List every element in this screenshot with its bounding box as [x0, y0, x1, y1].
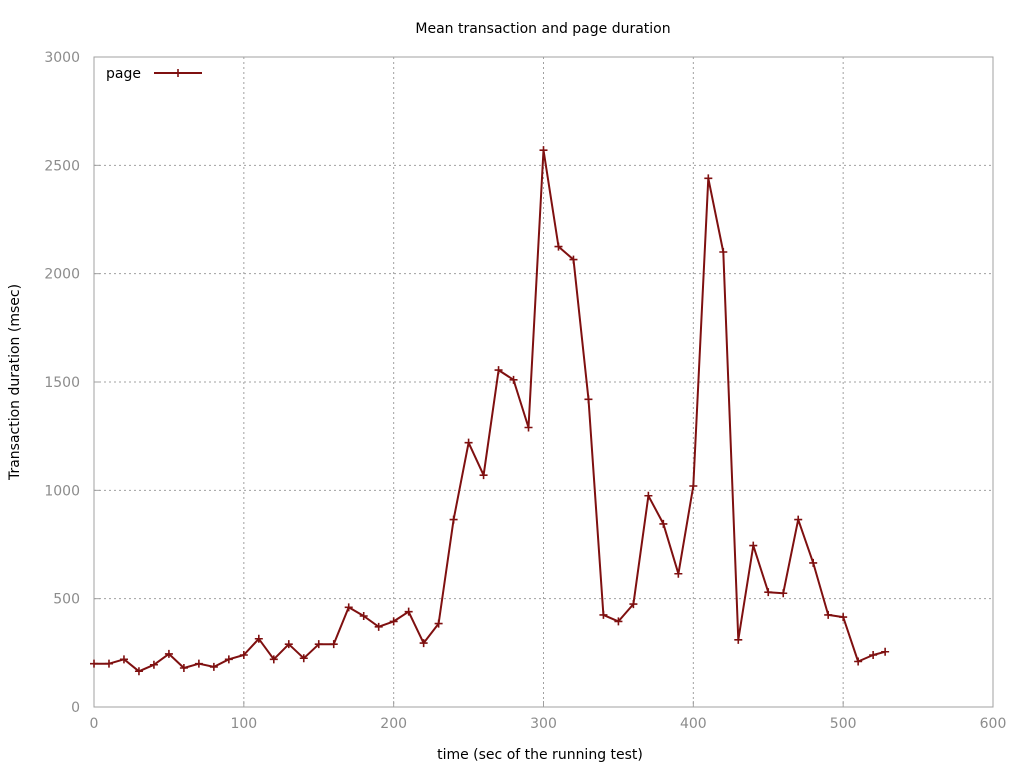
data-point	[569, 255, 578, 264]
data-point	[239, 651, 248, 659]
data-point	[269, 655, 278, 664]
data-point	[149, 660, 158, 669]
x-tick-label: 500	[830, 716, 857, 732]
data-point	[464, 438, 473, 447]
data-point	[881, 647, 890, 656]
legend-marker-page	[174, 69, 182, 77]
data-point	[164, 649, 173, 658]
y-tick-label: 3000	[44, 50, 80, 66]
data-point	[119, 655, 128, 664]
y-tick-label: 1500	[44, 375, 80, 391]
chart-title: Mean transaction and page duration	[415, 21, 670, 37]
data-point	[194, 659, 203, 668]
data-point	[659, 519, 668, 528]
data-point	[494, 366, 503, 375]
data-point	[419, 639, 428, 648]
data-point	[389, 617, 398, 626]
data-point	[134, 667, 143, 676]
data-point	[434, 619, 443, 628]
data-point	[689, 482, 698, 490]
x-tick-label: 0	[90, 716, 99, 732]
data-point	[824, 610, 833, 619]
x-axis-label: time (sec of the running test)	[437, 747, 643, 763]
data-point	[764, 588, 773, 597]
data-point	[734, 635, 743, 644]
data-point	[179, 664, 188, 672]
data-point	[479, 471, 488, 480]
data-point	[524, 423, 533, 432]
x-tick-label: 400	[680, 716, 707, 732]
data-point	[644, 491, 653, 500]
data-point	[704, 174, 713, 183]
data-point	[719, 248, 728, 256]
data-point	[209, 662, 218, 671]
data-point	[809, 558, 818, 567]
data-point	[449, 515, 458, 524]
data-point	[599, 610, 608, 619]
legend: page	[106, 66, 202, 82]
data-point	[539, 146, 548, 155]
data-point	[854, 657, 863, 666]
data-point	[509, 375, 518, 384]
data-point	[554, 242, 563, 251]
series-page	[90, 146, 890, 676]
x-tick-label: 600	[980, 716, 1007, 732]
y-tick-label: 2000	[44, 267, 80, 283]
y-tick-label: 1000	[44, 483, 80, 499]
data-point	[779, 589, 788, 598]
data-point	[869, 651, 878, 659]
data-point	[629, 600, 638, 609]
data-point	[614, 617, 623, 626]
data-point	[104, 659, 113, 668]
data-point	[839, 613, 848, 622]
data-point	[299, 654, 308, 663]
data-point	[314, 640, 323, 649]
data-point	[329, 640, 338, 649]
x-tick-label: 300	[530, 716, 557, 732]
x-tick-label: 100	[230, 716, 257, 732]
data-point	[404, 607, 413, 616]
y-tick-label: 2500	[44, 158, 80, 174]
data-point	[374, 622, 383, 631]
axis-ticks: 0 100 200 300 400 500 600 0 500 1000 1500 2000 2500 3…	[44, 50, 1006, 732]
y-axis-label: Transaction duration (msec)	[7, 284, 23, 481]
data-point	[284, 640, 293, 649]
data-point	[359, 612, 368, 620]
y-tick-label: 0	[71, 700, 80, 716]
data-point	[749, 541, 758, 550]
data-point	[90, 659, 98, 668]
data-point	[344, 603, 353, 612]
x-tick-label: 200	[380, 716, 407, 732]
grid	[94, 57, 993, 707]
y-tick-label: 500	[53, 592, 80, 608]
data-point	[254, 634, 263, 643]
data-point	[584, 395, 593, 404]
data-point	[224, 655, 233, 664]
data-point	[794, 515, 803, 524]
data-point	[674, 569, 683, 578]
series-line-page	[94, 149, 886, 673]
legend-label-page: page	[106, 66, 141, 82]
